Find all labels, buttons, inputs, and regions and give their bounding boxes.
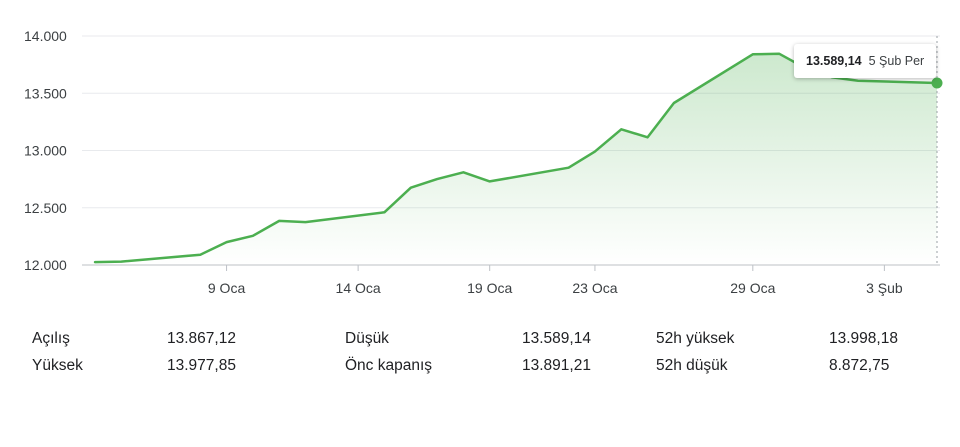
y-tick-label: 14.000 [24,28,67,44]
stats-row: Yüksek 13.977,85 Önc kapanış 13.891,21 5… [0,352,960,380]
stat-label-high: Yüksek [32,357,83,374]
x-tick-label: 14 Oca [336,280,381,296]
y-tick-label: 12.500 [24,200,67,216]
stat-value-52w-low: 8.872,75 [829,357,890,374]
stat-label-open: Açılış [32,330,70,347]
y-axis-labels: 14.000 13.500 13.000 12.500 12.000 [24,28,67,273]
y-tick-label: 13.500 [24,85,67,101]
tooltip-value: 13.589,14 [806,54,862,68]
hover-point [931,77,943,89]
stats-row: Açılış 13.867,12 Düşük 13.589,14 52h yük… [0,325,960,353]
stat-value-open: 13.867,12 [167,330,236,347]
price-chart[interactable]: 14.000 13.500 13.000 12.500 12.000 9 Oca 14 O… [0,0,960,310]
stat-label-prev-close: Önc kapanış [345,357,433,374]
y-tick-label: 12.000 [24,257,67,273]
x-tick-label: 23 Oca [572,280,617,296]
stat-value-low: 13.589,14 [522,330,591,347]
x-tick-label: 29 Oca [730,280,775,296]
price-area-fill [95,53,937,266]
x-tick-label: 9 Oca [208,280,246,296]
stat-value-52w-high: 13.998,18 [829,330,898,347]
x-tick-label: 3 Şub [866,280,903,296]
stat-value-high: 13.977,85 [167,357,236,374]
tooltip-date: 5 Şub Per [868,54,925,68]
stat-value-prev-close: 13.891,21 [522,357,591,374]
stat-label-low: Düşük [345,330,389,347]
x-axis: 9 Oca 14 Oca 19 Oca 23 Oca 29 Oca 3 Şub [208,265,903,296]
x-tick-label: 19 Oca [467,280,512,296]
price-line [93,52,939,264]
stat-label-52w-high: 52h yüksek [656,330,735,347]
stat-label-52w-low: 52h düşük [656,357,728,374]
chart-tooltip: 13.589,14 5 Şub Per [794,44,937,78]
y-tick-label: 13.000 [24,143,67,159]
